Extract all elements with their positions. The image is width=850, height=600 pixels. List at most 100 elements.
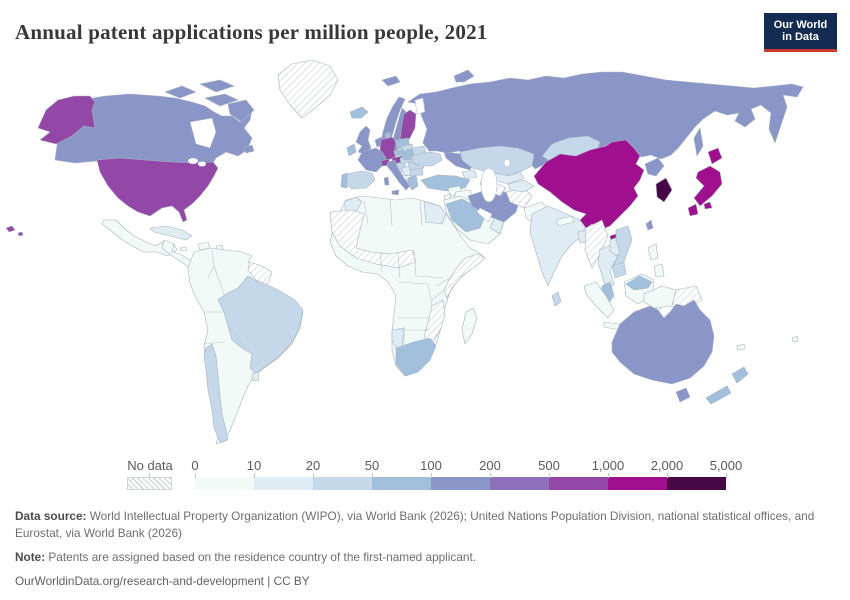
country-greenland[interactable] [277,59,339,119]
country-ireland[interactable] [346,143,357,157]
island-sakhalin[interactable] [693,127,704,157]
country-new-zealand-north[interactable] [731,366,749,384]
border-line [363,200,369,225]
border-line [397,251,401,279]
page-title: Annual patent applications per million p… [15,20,488,44]
country-cambodia[interactable] [611,261,627,279]
border-line [389,198,393,227]
legend-segment[interactable] [195,477,254,490]
country-madagascar[interactable] [461,307,478,345]
great-lake [187,157,199,165]
legend-color-bar[interactable] [195,477,726,490]
legend-segment[interactable] [490,477,549,490]
country-cuba[interactable] [149,225,193,241]
country-turkey[interactable] [420,174,471,192]
country-north-korea[interactable] [644,157,665,177]
legend-segment[interactable] [431,477,490,490]
country-philippines-luzon[interactable] [647,243,659,261]
country-guyanas[interactable] [247,261,273,285]
island-newfoundland[interactable] [243,144,255,154]
country-chile[interactable] [203,343,229,443]
country-usa-hawaii[interactable] [17,231,24,237]
country-bulgaria[interactable] [409,167,424,177]
country-mexico[interactable] [101,219,178,257]
legend-tick [549,473,550,478]
country-australia[interactable] [611,299,715,385]
country-japan-shikoku[interactable] [703,201,713,210]
country-usa-alaska[interactable] [37,95,96,145]
country-japan-honshu[interactable] [693,165,723,207]
country-nepal[interactable] [555,215,575,227]
country-canada-island[interactable] [204,93,239,107]
country-egypt[interactable] [423,201,447,225]
legend-segment[interactable] [608,477,667,490]
legend-segment[interactable] [372,477,431,490]
border-line [435,277,451,287]
island-sicily[interactable] [391,189,400,196]
legend-tick-label: 2,000 [650,458,684,473]
legend-tick [195,473,196,478]
legend-segment[interactable] [549,477,608,490]
legend-tick-label: 5,000 [709,458,743,473]
legend-tick [254,473,255,478]
island-sumatra[interactable] [583,281,615,319]
country-south-africa[interactable] [395,337,437,377]
country-greece[interactable] [407,174,419,191]
country-uruguay[interactable] [251,371,260,382]
legend-tick [431,473,432,478]
border-line [397,281,433,307]
aral-sea [503,158,511,168]
region-sahel-no-data[interactable] [329,209,417,269]
country-kazakhstan[interactable] [459,145,535,177]
country-united-kingdom[interactable] [355,125,372,155]
island-fiji[interactable] [791,335,799,343]
country-japan-kyushu[interactable] [687,203,699,217]
country-iceland[interactable] [349,106,369,119]
data-source-line: Data source: World Intellectual Property… [15,509,815,541]
country-china[interactable] [533,139,645,231]
country-mozambique-zimbabwe[interactable] [423,299,446,349]
region-caucasus[interactable] [461,169,478,180]
island-sardinia[interactable] [383,176,390,186]
island-new-caledonia[interactable] [736,343,746,351]
country-somalia[interactable] [443,253,486,299]
country-australia-tasmania[interactable] [675,387,691,403]
great-lake [197,161,207,167]
country-japan-hokkaido[interactable] [707,147,723,165]
no-data-label: No data [127,458,173,473]
chart-footer: Data source: World Intellectual Property… [15,508,837,590]
legend-tick-label: 20 [305,458,321,473]
country-sri-lanka[interactable] [551,291,562,307]
owid-logo[interactable]: Our World in Data [764,13,837,52]
country-malaysia-borneo[interactable] [625,275,653,291]
country-new-zealand-south[interactable] [705,385,732,405]
country-taiwan[interactable] [645,219,654,231]
country-kyrgyzstan-tajikistan[interactable] [507,179,535,193]
legend-segment[interactable] [667,477,726,490]
legend-tick-label: 10 [246,458,262,473]
country-philippines-mindanao[interactable] [653,263,665,278]
island-novaya-zemlya[interactable] [453,69,475,83]
legend-tick-label: 200 [479,458,501,473]
border-line [415,275,445,279]
country-canada-island[interactable] [227,99,255,123]
country-south-korea[interactable] [655,177,673,203]
country-spain[interactable] [343,170,376,190]
island-svalbard[interactable] [381,75,401,87]
island-jamaica[interactable] [179,246,188,252]
legend-tick [313,473,314,478]
legend-segment[interactable] [313,477,372,490]
legend-tick-label: 100 [420,458,442,473]
legend-segment[interactable] [254,477,313,490]
country-india[interactable] [529,205,587,287]
credit-link[interactable]: OurWorldinData.org/research-and-developm… [15,574,310,589]
no-data-swatch[interactable] [127,477,172,490]
country-portugal[interactable] [340,172,348,189]
country-usa[interactable] [96,157,219,223]
country-usa-hawaii[interactable] [5,225,16,233]
country-canada-island[interactable] [199,79,235,93]
country-canada-island[interactable] [164,85,197,99]
country-ukraine[interactable] [411,151,443,167]
